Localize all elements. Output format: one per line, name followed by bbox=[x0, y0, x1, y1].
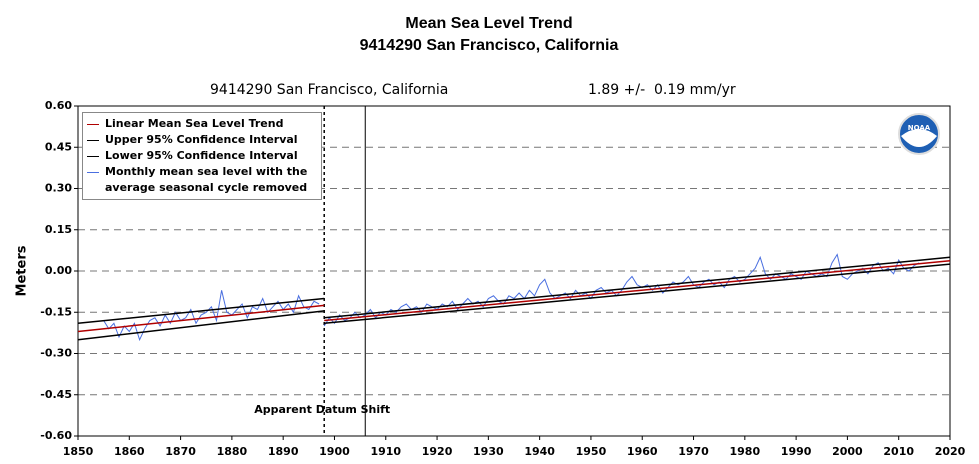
rate-label: 1.89 +/- 0.19 mm/yr bbox=[588, 82, 736, 98]
legend-item: Linear Mean Sea Level Trend bbox=[87, 116, 315, 132]
legend-swatch bbox=[87, 172, 99, 173]
y-tick-label: 0.15 bbox=[45, 223, 72, 236]
series-line bbox=[77, 256, 951, 325]
legend-swatch bbox=[87, 140, 99, 141]
x-tick-label: 1960 bbox=[627, 445, 658, 458]
y-tick-label: -0.45 bbox=[40, 388, 72, 401]
chart-subtitle: 9414290 San Francisco, California bbox=[360, 37, 619, 54]
series-line bbox=[103, 253, 920, 342]
x-tick-label: 1990 bbox=[781, 445, 812, 458]
y-tick-label: -0.60 bbox=[40, 429, 72, 442]
x-tick-label: 1860 bbox=[114, 445, 145, 458]
marker-label: Apparent Datum Shift bbox=[254, 403, 390, 416]
x-tick-label: 2010 bbox=[883, 445, 914, 458]
legend-label: Monthly mean sea level with the average … bbox=[105, 165, 308, 194]
x-tick-label: 1870 bbox=[165, 445, 196, 458]
x-tick-label: 1950 bbox=[576, 445, 607, 458]
station-label: 9414290 San Francisco, California bbox=[210, 82, 448, 98]
legend-label: Lower 95% Confidence Interval bbox=[105, 149, 298, 162]
y-tick-label: 0.60 bbox=[45, 99, 72, 112]
x-tick-label: 1940 bbox=[524, 445, 555, 458]
y-tick-label: 0.45 bbox=[45, 140, 72, 153]
legend-swatch bbox=[87, 156, 99, 157]
chart-title: Mean Sea Level Trend bbox=[405, 15, 572, 32]
x-tick-label: 1980 bbox=[730, 445, 761, 458]
y-tick-label: 0.00 bbox=[45, 264, 72, 277]
noaa-logo: NOAA bbox=[898, 113, 940, 155]
x-tick-label: 1850 bbox=[63, 445, 94, 458]
x-tick-label: 1880 bbox=[217, 445, 248, 458]
x-tick-label: 2020 bbox=[935, 445, 966, 458]
y-tick-label: -0.30 bbox=[40, 347, 72, 360]
y-tick-label: 0.30 bbox=[45, 182, 72, 195]
x-tick-label: 1970 bbox=[678, 445, 709, 458]
x-tick-label: 2000 bbox=[832, 445, 863, 458]
legend-item: Monthly mean sea level with the average … bbox=[87, 164, 315, 196]
x-tick-label: 1910 bbox=[370, 445, 401, 458]
series-line bbox=[77, 260, 951, 333]
x-tick-label: 1890 bbox=[268, 445, 299, 458]
x-tick-label: 1930 bbox=[473, 445, 504, 458]
x-tick-label: 1920 bbox=[422, 445, 453, 458]
legend-label: Linear Mean Sea Level Trend bbox=[105, 117, 284, 130]
series-line bbox=[77, 263, 951, 341]
legend-label: Upper 95% Confidence Interval bbox=[105, 133, 298, 146]
y-axis-label: Meters bbox=[15, 245, 30, 296]
y-tick-label: -0.15 bbox=[40, 305, 72, 318]
legend-swatch bbox=[87, 124, 99, 125]
legend: Linear Mean Sea Level Trend Upper 95% Con… bbox=[82, 112, 322, 200]
legend-item: Lower 95% Confidence Interval bbox=[87, 148, 315, 164]
x-tick-label: 1900 bbox=[319, 445, 350, 458]
legend-item: Upper 95% Confidence Interval bbox=[87, 132, 315, 148]
svg-text:NOAA: NOAA bbox=[908, 124, 931, 132]
